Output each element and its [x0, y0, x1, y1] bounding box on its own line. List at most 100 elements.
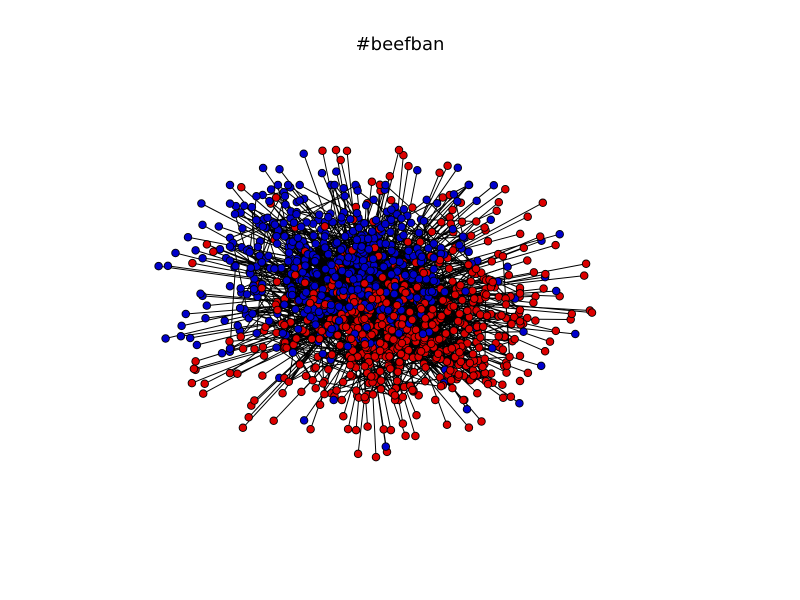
red-node: [320, 222, 330, 231]
blue-node: [310, 256, 320, 266]
red-node: [473, 388, 482, 398]
red-node: [300, 278, 310, 288]
blue-node: [314, 307, 324, 316]
red-node: [311, 383, 320, 393]
blue-node: [330, 180, 339, 190]
red-node: [438, 193, 448, 202]
blue-node: [270, 220, 280, 229]
blue-node: [555, 229, 564, 239]
blue-node: [462, 405, 472, 414]
red-node: [441, 329, 451, 338]
red-node: [338, 377, 348, 387]
red-node: [515, 229, 525, 239]
red-node: [385, 171, 395, 181]
red-node: [468, 286, 477, 295]
red-node: [333, 330, 342, 340]
red-node: [523, 313, 532, 323]
blue-node: [417, 252, 427, 262]
blue-node: [233, 321, 242, 330]
red-node: [545, 337, 555, 346]
red-node: [407, 315, 417, 325]
red-node: [198, 389, 208, 398]
red-node: [469, 371, 478, 380]
blue-node: [489, 181, 499, 190]
red-node: [449, 326, 459, 335]
blue-node: [299, 149, 308, 159]
red-node: [494, 198, 504, 207]
red-node: [401, 288, 410, 298]
red-node: [308, 376, 317, 385]
red-node: [498, 252, 508, 261]
blue-node: [365, 302, 375, 312]
red-node: [236, 332, 246, 341]
red-node: [551, 240, 560, 250]
blue-node: [324, 212, 333, 222]
red-node: [448, 246, 458, 255]
blue-node: [464, 247, 473, 257]
red-node: [501, 300, 511, 309]
red-node: [250, 396, 259, 405]
blue-node: [399, 204, 409, 214]
red-node: [375, 338, 385, 348]
blue-node: [273, 180, 283, 190]
red-node: [428, 320, 437, 329]
red-node: [225, 337, 234, 346]
red-node: [233, 369, 242, 378]
red-node: [515, 305, 525, 315]
blue-node: [336, 245, 346, 254]
blue-node: [515, 399, 524, 408]
red-node: [464, 324, 474, 334]
red-node: [367, 294, 377, 304]
blue-node: [354, 223, 364, 233]
pendant-edge: [165, 303, 310, 339]
blue-node: [317, 168, 327, 178]
blue-node: [272, 232, 281, 241]
blue-node: [295, 196, 304, 205]
blue-node: [171, 248, 180, 258]
red-node: [447, 344, 457, 353]
blue-node: [280, 300, 289, 309]
red-node: [457, 217, 467, 227]
blue-node: [453, 197, 462, 206]
red-node: [387, 325, 397, 335]
graph-title: #beefban: [355, 34, 445, 55]
blue-node: [353, 285, 363, 294]
blue-node: [461, 287, 470, 296]
blue-node: [295, 241, 304, 250]
red-node: [401, 431, 410, 441]
blue-node: [183, 232, 193, 242]
red-node: [370, 352, 380, 361]
blue-node: [394, 329, 404, 338]
blue-node: [368, 254, 378, 264]
red-node: [480, 223, 489, 232]
blue-node: [429, 264, 439, 274]
blue-node: [419, 216, 429, 226]
blue-node: [301, 288, 311, 297]
red-node: [529, 298, 538, 307]
blue-node: [371, 215, 381, 225]
blue-node: [369, 195, 378, 205]
red-node: [351, 386, 361, 395]
blue-node: [191, 246, 200, 255]
red-node: [271, 193, 281, 202]
red-node: [438, 296, 448, 305]
blue-node: [231, 261, 240, 271]
red-node: [237, 182, 246, 192]
blue-node: [292, 209, 301, 219]
red-node: [448, 205, 457, 215]
blue-node: [349, 275, 358, 284]
red-node: [506, 392, 516, 402]
blue-node: [379, 262, 388, 272]
red-node: [360, 362, 370, 371]
red-node: [331, 145, 341, 155]
red-node: [269, 416, 278, 426]
blue-node: [400, 270, 410, 280]
red-node: [297, 387, 306, 397]
blue-node: [293, 233, 303, 242]
red-node: [258, 371, 267, 380]
blue-node: [362, 323, 371, 332]
red-node: [478, 322, 488, 331]
blue-node: [357, 242, 366, 251]
blue-node: [448, 224, 458, 234]
red-node: [449, 302, 458, 311]
